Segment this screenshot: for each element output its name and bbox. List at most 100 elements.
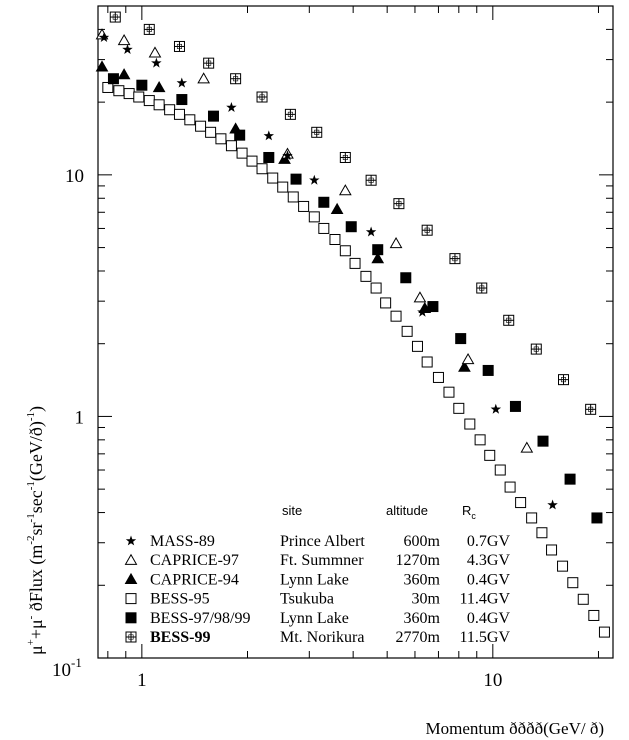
y-tick-label: 10 (65, 166, 84, 187)
square-marker-shape (184, 114, 196, 126)
data-point (453, 402, 465, 414)
data-point (503, 314, 515, 326)
square-marker-inner (342, 154, 348, 160)
data-point (184, 114, 196, 126)
x-tick-label: 1 (137, 670, 147, 691)
star-marker-shape (226, 102, 237, 112)
square-marker-shape (564, 473, 576, 485)
x-axis-label: Momentum ðððð(GeV/ ð) (426, 719, 604, 738)
star-marker-shape (365, 226, 377, 237)
square-marker-inner (206, 60, 212, 66)
data-point (558, 374, 570, 386)
data-point (311, 126, 323, 138)
square-marker-shape (494, 464, 506, 476)
square-marker-shape (290, 173, 302, 185)
square-marker-shape (370, 282, 382, 294)
y-axis-label: μ++μ- ðFlux (m-2sr-1sec-1(GeV/ð)-1) (25, 406, 47, 655)
y-axis-label-close: ) (26, 406, 47, 412)
triangle-marker-shape (117, 33, 131, 46)
data-point (277, 181, 289, 193)
y-axis-label-sr: sr (26, 522, 46, 535)
square-marker-shape (164, 104, 176, 116)
data-point (536, 527, 548, 539)
data-point (113, 85, 125, 97)
legend-altitude: 360m (404, 571, 441, 588)
data-point (309, 174, 320, 185)
square-marker-inner (479, 285, 485, 291)
square-marker-inner (506, 317, 512, 323)
legend-series-name: BESS-99 (150, 629, 210, 646)
data-point (537, 435, 549, 447)
legend-marker (125, 612, 137, 624)
star-marker-shape (309, 174, 320, 185)
square-marker-shape (215, 133, 227, 145)
square-marker-shape (453, 402, 465, 414)
square-marker-shape (133, 91, 145, 103)
y-tick-label: 1 (75, 407, 85, 428)
data-point (152, 80, 166, 93)
data-point (339, 245, 351, 257)
data-point (263, 130, 274, 141)
data-point (102, 81, 114, 93)
square-marker-shape (287, 191, 299, 203)
data-point (136, 79, 148, 91)
data-point (98, 32, 110, 42)
legend-series-name: BESS-97/98/99 (150, 610, 250, 627)
square-marker-shape (577, 593, 589, 605)
legend-site: Lynn Lake (280, 571, 349, 588)
data-point (225, 140, 237, 152)
data-point (246, 155, 258, 167)
data-point (482, 364, 494, 376)
data-point (230, 73, 242, 85)
data-point (449, 253, 461, 265)
data-point (458, 360, 471, 372)
data-point (427, 301, 439, 313)
triangle-marker-shape (124, 553, 138, 565)
data-point (318, 222, 330, 234)
square-marker-inner (561, 377, 567, 383)
legend-series-name: CAPRICE-97 (150, 552, 239, 569)
y-axis-label-sup-m1c: -1 (25, 412, 37, 421)
square-marker-inner (424, 227, 430, 233)
data-point (421, 356, 433, 368)
legend-site: Prince Albert (280, 533, 365, 550)
plot-frame (97, 5, 614, 659)
data-point (546, 544, 558, 556)
y-axis-label-sup-m1b: -1 (25, 481, 37, 490)
square-marker-shape (143, 95, 155, 107)
triangle-marker-shape (330, 202, 344, 214)
star-marker-shape (547, 499, 558, 510)
square-marker-shape (567, 577, 579, 589)
square-marker-shape (125, 612, 137, 624)
data-point (585, 403, 597, 415)
data-point (164, 104, 176, 116)
square-marker-shape (526, 512, 538, 524)
legend-rc: 0.4GV (467, 610, 511, 627)
x-tick-labels: 1 10 (137, 670, 502, 691)
data-point (236, 147, 248, 159)
star-marker-shape (263, 130, 274, 141)
data-point (401, 325, 413, 337)
square-marker-shape (277, 181, 289, 193)
y-axis-label-sup-plus: + (25, 639, 37, 645)
square-marker-shape (339, 245, 351, 257)
legend-site: Tsukuba (280, 591, 334, 608)
data-point (413, 291, 427, 303)
data-point (117, 33, 131, 46)
square-marker-shape (329, 233, 341, 245)
data-point (494, 464, 506, 476)
data-point (153, 99, 165, 111)
data-point (203, 57, 215, 69)
triangle-marker-shape (458, 360, 471, 372)
legend-marker (125, 631, 137, 643)
data-point (143, 95, 155, 107)
data-point (474, 434, 486, 446)
square-marker-shape (173, 108, 185, 120)
square-marker-shape (557, 560, 569, 572)
square-marker-shape (411, 340, 423, 352)
legend-rc: 11.5GV (459, 629, 510, 646)
square-marker-shape (537, 435, 549, 447)
data-point (564, 473, 576, 485)
square-marker-inner (533, 346, 539, 352)
data-point (365, 174, 377, 186)
